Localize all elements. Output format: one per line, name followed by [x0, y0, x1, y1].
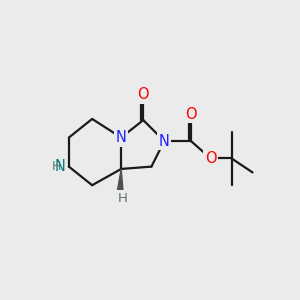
Text: O: O: [205, 151, 217, 166]
Text: O: O: [185, 107, 197, 122]
Text: N: N: [159, 134, 170, 148]
Text: N: N: [116, 130, 127, 145]
Text: H: H: [117, 191, 127, 205]
Polygon shape: [117, 169, 123, 195]
Text: O: O: [137, 87, 149, 102]
Text: H: H: [51, 160, 61, 173]
Text: N: N: [55, 159, 65, 174]
